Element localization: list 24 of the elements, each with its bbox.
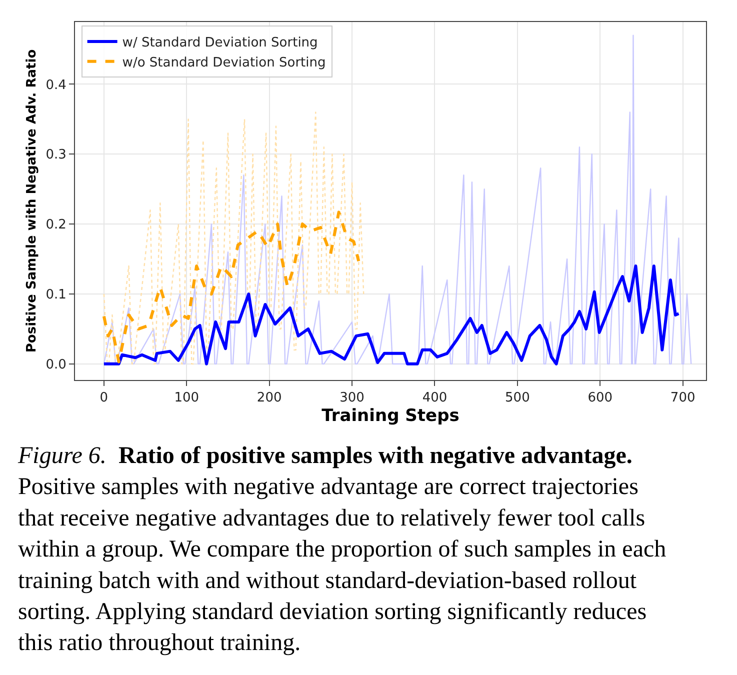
- text: Positive samples with negative advantage are correct trajectories that receive negative advantages due to relatively fewer tool calls within a group. We compare the proportion of such samples in each training batch with and without standard-deviation-based rollout sorting. Applying standard deviation sorting significantly reduces this ratio throughout training.: [18, 474, 666, 656]
- x-tick-label: 100: [174, 390, 200, 406]
- y-tick-label: 0.3: [46, 148, 66, 163]
- x-tick-label: 400: [422, 390, 448, 406]
- y-tick-label: 0.2: [46, 218, 66, 233]
- y-tick-label: 0.0: [46, 357, 66, 372]
- x-tick-label: 600: [588, 390, 613, 406]
- legend-label: w/ Standard Deviation Sorting: [122, 36, 318, 51]
- text: Ratio of positive samples with negative advantage.: [118, 443, 632, 469]
- x-tick-label: 200: [256, 390, 282, 406]
- caption: Figure 6.: [17, 443, 106, 469]
- y-axis-title: Positive Sample with Negative Adv. Ratio: [24, 49, 40, 353]
- line-series: [102, 264, 680, 366]
- line-series: [102, 210, 360, 364]
- line-series: [103, 112, 364, 365]
- y-tick-label: 0.4: [46, 78, 66, 93]
- x-tick-label: 500: [505, 390, 530, 406]
- y-tick-label: 0.1: [46, 288, 66, 303]
- line-series: [103, 34, 692, 365]
- x-tick-label: 300: [340, 390, 364, 406]
- x-tick-label: 700: [670, 390, 696, 406]
- x-axis-title: Training Steps: [322, 406, 460, 426]
- x-tick-label: 0: [100, 390, 108, 406]
- legend-label: w/o Standard Deviation Sorting: [122, 56, 326, 70]
